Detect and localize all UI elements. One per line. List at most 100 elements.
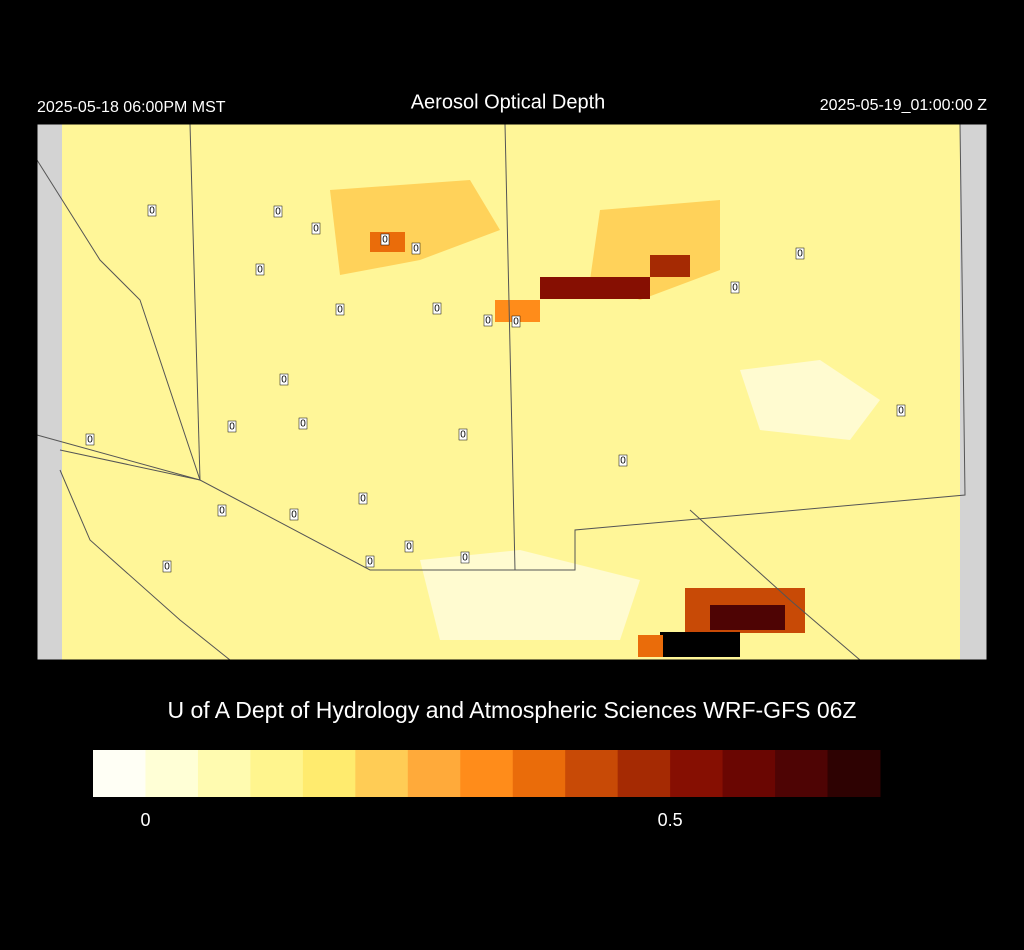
station-value: 0 (313, 224, 319, 235)
station: 0 (358, 492, 368, 505)
station-box (273, 205, 283, 218)
station: 0 (483, 314, 493, 327)
tick-label: 0.5 (658, 810, 683, 830)
station: 0 (730, 281, 740, 294)
color-swatch (512, 750, 566, 797)
map-frame (36, 123, 988, 661)
station-value: 0 (460, 430, 466, 441)
station-box (217, 504, 227, 517)
station: 0 (432, 302, 442, 315)
station-box (335, 303, 345, 316)
station: 0 (335, 303, 345, 316)
map (36, 123, 988, 661)
station: 0 (279, 373, 289, 386)
station: 0 (365, 555, 375, 568)
station-box (896, 404, 906, 417)
station-value: 0 (898, 406, 904, 417)
boundaries (36, 123, 966, 661)
stations: 0 0 0 0 0 0 0 0 0 0 0 0 0 0 0 0 0 0 0 0 0 0 0 0 0 0 (85, 204, 906, 573)
station-box (483, 314, 493, 327)
station-value: 0 (275, 207, 281, 218)
station-box (380, 233, 390, 246)
no-data-left (37, 124, 62, 660)
station-value: 0 (797, 249, 803, 260)
color-swatch (775, 750, 829, 797)
right-time: 2025-05-19_01:00:00 Z (820, 97, 987, 114)
color-swatch (302, 750, 356, 797)
color-swatch (565, 750, 619, 797)
color-swatch (460, 750, 514, 797)
high-area (495, 300, 540, 322)
station-value: 0 (360, 494, 366, 505)
color-swatch (617, 750, 671, 797)
station-value: 0 (229, 422, 235, 433)
tick-label: 0 (140, 810, 150, 830)
station-box (795, 247, 805, 260)
station-box (365, 555, 375, 568)
station-value: 0 (164, 562, 170, 573)
station-box (730, 281, 740, 294)
station: 0 (896, 404, 906, 417)
high-area (638, 635, 663, 657)
station-box (511, 315, 521, 328)
station-box (460, 551, 470, 564)
station: 0 (255, 263, 265, 276)
station-box (411, 242, 421, 255)
station: 0 (511, 315, 521, 328)
station-value: 0 (462, 553, 468, 564)
station: 0 (458, 428, 468, 441)
station-value: 0 (281, 375, 287, 386)
station: 0 (380, 233, 390, 246)
high-area (710, 605, 785, 630)
station-value: 0 (485, 316, 491, 327)
station: 0 (404, 540, 414, 553)
station-box (279, 373, 289, 386)
station: 0 (273, 205, 283, 218)
color-swatch (407, 750, 461, 797)
station-value: 0 (300, 419, 306, 430)
color-swatch (722, 750, 776, 797)
station-value: 0 (406, 542, 412, 553)
station-box (162, 560, 172, 573)
station-box (147, 204, 157, 217)
station: 0 (217, 504, 227, 517)
station-value: 0 (257, 265, 263, 276)
station: 0 (298, 417, 308, 430)
color-swatch (827, 750, 881, 797)
station-value: 0 (382, 235, 388, 246)
station: 0 (85, 433, 95, 446)
station-box (289, 508, 299, 521)
station-value: 0 (413, 244, 419, 255)
station-value: 0 (434, 304, 440, 315)
station-box (432, 302, 442, 315)
station-value: 0 (620, 456, 626, 467)
color-swatch (197, 750, 251, 797)
station: 0 (411, 242, 421, 255)
station-box (298, 417, 308, 430)
station: 0 (289, 508, 299, 521)
color-swatch (145, 750, 199, 797)
high-area (650, 255, 690, 277)
station-value: 0 (367, 557, 373, 568)
station: 0 (227, 420, 237, 433)
station-value: 0 (513, 317, 519, 328)
station: 0 (311, 222, 321, 235)
station-value: 0 (87, 435, 93, 446)
station: 0 (162, 560, 172, 573)
station-value: 0 (219, 506, 225, 517)
high-area (660, 632, 740, 657)
high-area (540, 277, 650, 299)
station-box (311, 222, 321, 235)
station-box (227, 420, 237, 433)
color-swatch (670, 750, 724, 797)
station-value: 0 (732, 283, 738, 294)
station-box (85, 433, 95, 446)
station-box (358, 492, 368, 505)
credit: U of A Dept of Hydrology and Atmospheric… (167, 697, 856, 723)
station-value: 0 (291, 510, 297, 521)
station-box (618, 454, 628, 467)
station: 0 (147, 204, 157, 217)
station: 0 (618, 454, 628, 467)
left-time: 2025-05-18 06:00PM MST (37, 99, 226, 116)
